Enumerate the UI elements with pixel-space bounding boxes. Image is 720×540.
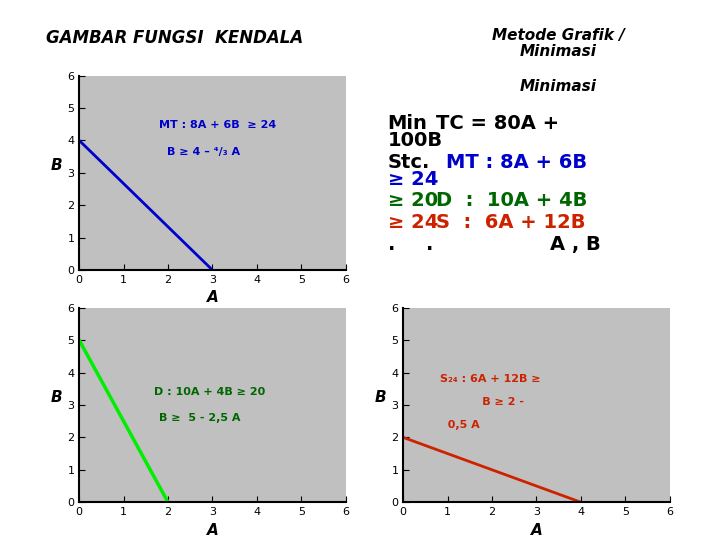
Text: GAMBAR FUNGSI  KENDALA: GAMBAR FUNGSI KENDALA <box>46 29 303 47</box>
Text: MT : 8A + 6B  ≥ 24: MT : 8A + 6B ≥ 24 <box>159 120 276 130</box>
Text: ≥ 24: ≥ 24 <box>387 170 438 189</box>
Text: .: . <box>426 234 433 254</box>
Text: S₂₄ : 6A + 12B ≥: S₂₄ : 6A + 12B ≥ <box>441 374 541 384</box>
Text: D  :  10A + 4B: D : 10A + 4B <box>436 191 588 211</box>
Text: D : 10A + 4B ≥ 20: D : 10A + 4B ≥ 20 <box>154 387 265 397</box>
Text: S  :  6A + 12B: S : 6A + 12B <box>436 213 585 232</box>
Y-axis label: B: B <box>374 390 386 405</box>
Text: ≥ 24: ≥ 24 <box>387 213 438 232</box>
Text: A , B: A , B <box>550 234 600 254</box>
Text: ≥ 20: ≥ 20 <box>387 191 438 211</box>
Text: Minimasi: Minimasi <box>520 79 596 94</box>
X-axis label: A: A <box>207 523 218 538</box>
Text: Min: Min <box>387 113 428 133</box>
Y-axis label: B: B <box>50 390 62 405</box>
Text: MT : 8A + 6B: MT : 8A + 6B <box>446 152 588 172</box>
Text: Stc.: Stc. <box>387 152 430 172</box>
Text: B ≥ 4 – ⁴/₃ A: B ≥ 4 – ⁴/₃ A <box>167 147 240 157</box>
Text: 0,5 A: 0,5 A <box>441 420 480 430</box>
Text: 100B: 100B <box>387 131 443 150</box>
Text: TC = 80A +: TC = 80A + <box>436 113 559 133</box>
Text: Minimasi: Minimasi <box>520 44 596 59</box>
Text: B ≥ 2 -: B ≥ 2 - <box>459 397 524 407</box>
X-axis label: A: A <box>207 291 218 306</box>
X-axis label: A: A <box>531 523 542 538</box>
Y-axis label: B: B <box>50 158 62 173</box>
Text: Metode Grafik /: Metode Grafik / <box>492 28 624 43</box>
Text: .: . <box>387 234 395 254</box>
Text: B ≥  5 - 2,5 A: B ≥ 5 - 2,5 A <box>159 413 240 423</box>
